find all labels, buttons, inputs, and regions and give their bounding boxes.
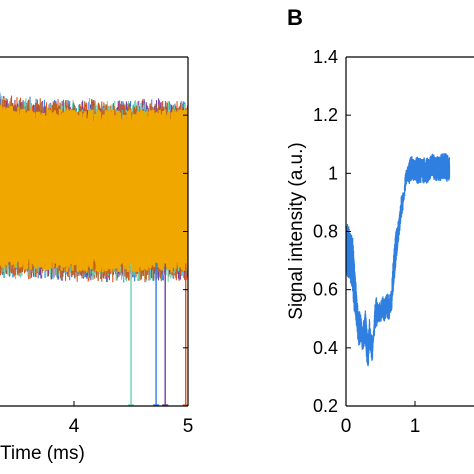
panel-a-trace — [0, 104, 188, 273]
panel-a-plot-area — [0, 92, 188, 406]
panel-b-y-axis-label: Signal intensity (a.u.) — [286, 142, 307, 319]
panel-b-y-tick-label: 0.6 — [313, 280, 338, 300]
panel-b-plot-area — [346, 153, 451, 367]
panel-b-x-tick-label: 1 — [410, 416, 421, 437]
panel-b-y-tick-label: 1 — [328, 163, 338, 183]
panel-b-letter: B — [287, 5, 303, 30]
panel-b-y-tick-label: 1.2 — [313, 105, 338, 125]
panel-b-y-tick-label: 0.8 — [313, 222, 338, 242]
panel-a-x-axis-label: Time (ms) — [0, 443, 85, 464]
panel-a: 345 Time (ms) — [0, 56, 194, 464]
panel-b-trace — [346, 153, 451, 367]
panel-b-y-tick-label: 0.4 — [313, 338, 338, 358]
panel-a-x-ticks: 345 — [69, 114, 194, 437]
panel-b-ticks: 0.2 0.4 0.6 0.8 1 1.2 1.4 0 1 — [313, 47, 420, 437]
panel-a-x-tick-label: 4 — [69, 416, 80, 437]
panel-b: B 0.2 0.4 0.6 0.8 1 1.2 1.4 0 1 Signal intensity… — [286, 5, 474, 437]
panel-b-y-tick-label: 0.2 — [313, 396, 338, 416]
panel-a-x-tick-label: 5 — [183, 416, 194, 437]
panel-b-x-tick-label: 0 — [341, 416, 352, 437]
panel-b-y-tick-label: 1.4 — [313, 47, 338, 67]
